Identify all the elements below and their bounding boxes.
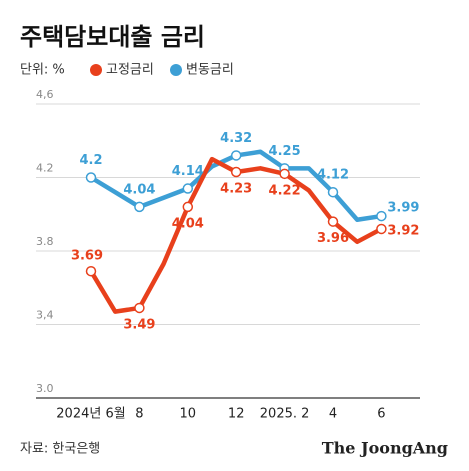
point <box>85 172 97 183</box>
y-tick-label: 3,4 <box>36 309 54 322</box>
y-tick-label: 3.0 <box>36 382 54 395</box>
y-tick-label: 4,6 <box>36 88 54 101</box>
data-label: 4.2 <box>79 153 102 168</box>
legend-label: 변동금리 <box>186 63 234 78</box>
point <box>85 265 97 277</box>
point <box>230 166 242 178</box>
x-tick-label: 6 <box>377 407 385 422</box>
data-label: 4.04 <box>123 182 155 197</box>
point <box>134 201 145 213</box>
data-label: 4.04 <box>172 216 204 231</box>
legend-swatch <box>90 64 102 76</box>
data-label: 3.69 <box>71 249 103 264</box>
point <box>134 302 145 314</box>
x-tick-label: 10 <box>180 407 197 422</box>
point <box>230 150 242 161</box>
chart-title: 주택담보대출 금리 <box>20 23 205 51</box>
unit-label: 단위: % <box>20 63 65 78</box>
y-tick-label: 3.8 <box>36 235 54 248</box>
data-label: 3.99 <box>387 201 419 216</box>
x-tick-label: 4 <box>329 407 337 422</box>
data-label: 3.96 <box>317 231 349 246</box>
data-label: 4.23 <box>220 181 252 196</box>
point <box>182 183 194 194</box>
logo: The JoongAng <box>322 439 448 458</box>
x-tick-label: 2024년 6월 <box>56 407 125 422</box>
data-label: 4.22 <box>269 183 301 198</box>
x-tick-label: 2025. 2 <box>260 407 310 422</box>
legend-label: 고정금리 <box>106 63 154 78</box>
x-tick-label: 12 <box>228 407 245 422</box>
data-label: 3.49 <box>123 317 155 332</box>
point <box>376 223 387 235</box>
data-label: 4.32 <box>220 131 252 146</box>
x-tick-label: 8 <box>135 407 143 422</box>
point <box>279 168 290 180</box>
data-label: 4.12 <box>317 168 349 183</box>
data-label: 4.14 <box>172 164 204 179</box>
legend-swatch <box>170 64 182 76</box>
point <box>376 210 387 222</box>
point <box>327 186 339 198</box>
source: 자료: 한국은행 <box>20 441 100 457</box>
point <box>327 216 339 227</box>
data-label: 4.25 <box>269 144 301 159</box>
point <box>182 201 194 213</box>
y-tick-label: 4.2 <box>36 162 54 175</box>
data-label: 3.92 <box>387 223 419 238</box>
